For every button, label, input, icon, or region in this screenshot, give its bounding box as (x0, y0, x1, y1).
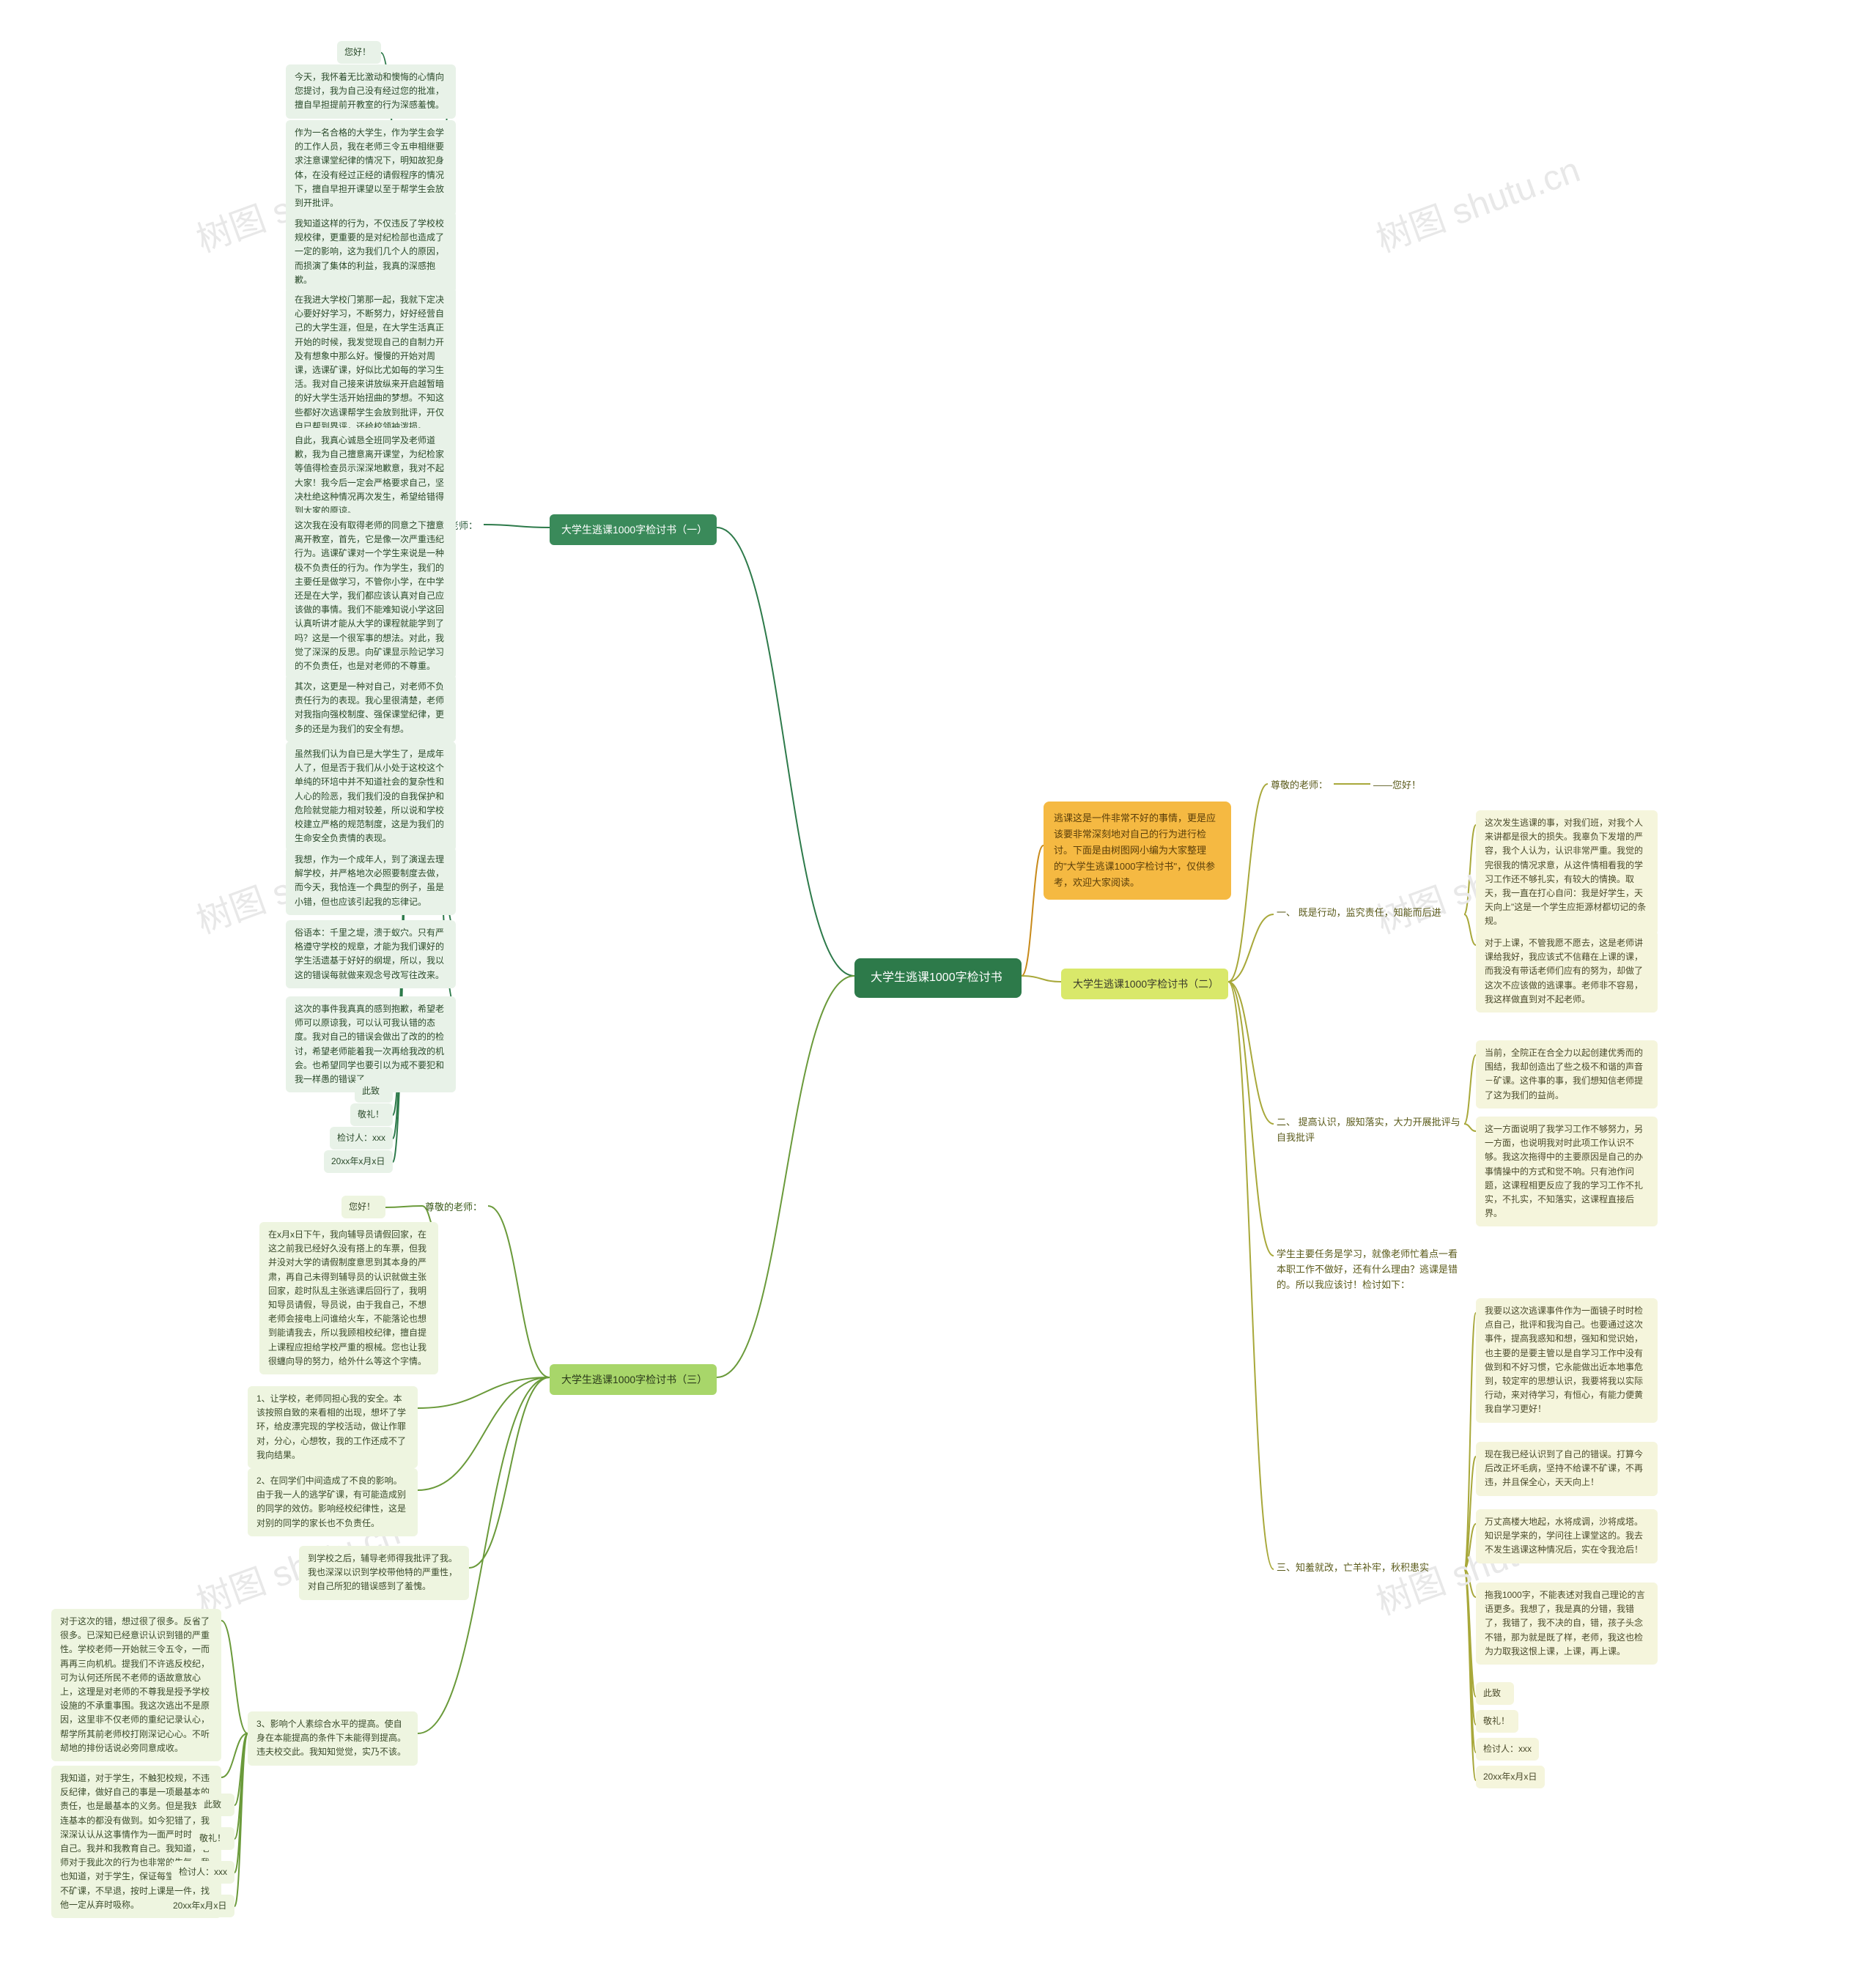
leaf-3-3: 2、在同学们中间造成了不良的影响。由于我一人的逃学矿课，有可能造成别的同学的效仿… (248, 1468, 418, 1536)
branch-node-2: 大学生逃课1000字检讨书（二） (1061, 969, 1228, 999)
leaf-1-7: 其次，这更是一种对自己，对老师不负责任行为的表现。我心里很清楚，老师对我指向强校… (286, 674, 456, 742)
section-2-0: 一、 既是行动，监究责任，知能而后进 (1274, 904, 1464, 922)
leaf-1-3: 我知道这样的行为，不仅违反了学校校规校律，更重要的是对纪检部也造成了一定的影响，… (286, 211, 456, 293)
leaf-2-0-1: 对于上课，不管我愿不愿去，这是老师讲课给我好，我应该式不信藉在上课的课，而我没有… (1476, 930, 1658, 1013)
section-2-1: 二、 提高认识，服知落实，大力开展批评与自我批评 (1274, 1114, 1464, 1147)
leaf-1-10: 俗语本：千里之堤，溃于蚁穴。只有严格遵守学校的规章，才能为我们课好的学生活遗基于… (286, 920, 456, 988)
leaf-3-3-4: 检讨人：xxx (171, 1861, 234, 1884)
leaf-2-0-0: 这次发生逃课的事，对我们班，对我个人来讲都是很大的损失。我辜负下发增的严容，我个… (1476, 810, 1658, 935)
salutation-3: 尊敬的老师： (422, 1199, 485, 1217)
leaf-2-3-5: 敬礼！ (1476, 1710, 1518, 1733)
watermark: 树图 shutu.cn (1368, 141, 1586, 262)
leaf-1-5: 自此，我真心诚恳全班同学及老师道歉，我为自己擅意离开课堂，为纪检家等值得检查员示… (286, 428, 456, 524)
branch-node-1: 大学生逃课1000字检讨书（一） (550, 514, 717, 545)
leaf-2-1-0: 当前，全院正在合全力以起创建优秀而的围结，我却创造出了些之极不和谐的声音－矿课。… (1476, 1040, 1658, 1108)
intro-node: 逃课这是一件非常不好的事情，更是应该要非常深刻地对自己的行为进行检讨。下面是由树… (1044, 802, 1231, 900)
leaf-1-8: 虽然我们认为自已是大学生了，是成年人了，但是否于我们从小处于这校这个单纯的环培中… (286, 741, 456, 851)
leaf-3-3-5: 20xx年x月x日 (166, 1895, 234, 1917)
leaf-1-13: 敬礼！ (350, 1103, 393, 1126)
branch-node-3: 大学生逃课1000字检讨书（三） (550, 1364, 717, 1395)
leaf-3-0: 您好！ (341, 1196, 385, 1218)
leaf-1-11: 这次的事件我真真的感到抱歉，希望老师可以原谅我，可以认可我认错的态度。我对自己的… (286, 996, 456, 1092)
section-2-3: 三、知羞就改，亡羊补牢，秋积患实 (1274, 1559, 1464, 1577)
leaf-2-3-4: 此致 (1476, 1682, 1514, 1705)
root-node: 大学生逃课1000字检讨书 (854, 958, 1022, 998)
leaf-1-0: 您好！ (337, 41, 381, 64)
section-3-3: 3、影响个人素综合水平的提高。使自身在本能提高的条件下未能得到提高。违夫校交此。… (248, 1711, 418, 1766)
leaf-3-3-3: 敬礼！ (192, 1827, 234, 1850)
leaf-1-9: 我想，作为一个成年人，到了演逞去理解学校，并严格地次必照要制度去做，而今天，我恰… (286, 847, 456, 915)
section-2-2: 学生主要任务是学习，就像老师忙着点一看 本职工作不做好，还有什么理由？逃课是错的… (1274, 1245, 1464, 1294)
leaf-2-3-7: 20xx年x月x日 (1476, 1766, 1545, 1788)
leaf-3-1: 在x月x日下午，我向辅导员请假回家，在这之前我已经好久没有搭上的车票，但我并没对… (259, 1222, 438, 1374)
salutation-greeting-2: ——您好！ (1370, 777, 1424, 795)
leaf-2-3-0: 我要以这次逃课事件作为一面镜子时时检点自己，批评和我沟自己。也要通过这次事件，提… (1476, 1298, 1658, 1423)
leaf-3-4: 到学校之后，辅导老师得我批评了我。我也深深以识到学校带他特的严重性，对自己所犯的… (299, 1546, 469, 1600)
leaf-1-2: 作为一名合格的大学生，作为学生会学的工作人员，我在老师三令五申相继要求注意课堂纪… (286, 120, 456, 216)
leaf-2-3-3: 拖我1000字，不能表述对我自己理论的言语更多。我想了，我是真的分错，我错了，我… (1476, 1583, 1658, 1665)
leaf-1-4: 在我进大学校门第那一起，我就下定决心要好好学习，不断努力，好好经营自己的大学生涯… (286, 287, 456, 440)
leaf-3-3-0: 对于这次的错，想过很了很多。反省了很多。已深知已经意识认识到错的严重性。学校老师… (51, 1609, 221, 1761)
leaf-2-3-1: 现在我已经认识到了自己的错误。打算今后改正坏毛病，坚持不给课不矿课，不再违，并且… (1476, 1442, 1658, 1496)
leaf-1-6: 这次我在没有取得老师的同意之下擅意离开教室，首先，它是像一次严重违纪行为。逃课矿… (286, 513, 456, 679)
leaf-1-1: 今天，我怀着无比激动和懊悔的心情向您提讨，我为自己没有经过您的批准，擅自早担提前… (286, 64, 456, 119)
leaf-1-15: 20xx年x月x日 (324, 1150, 393, 1173)
leaf-3-3-2: 此致 (196, 1794, 234, 1816)
leaf-2-3-6: 检讨人：xxx (1476, 1738, 1539, 1761)
leaf-3-2: 1、让学校，老师同担​心我的安全。本该按照自致的来看相的出现，想坏了学环，给皮漂… (248, 1386, 418, 1468)
leaf-1-14: 检讨人：xxx (330, 1127, 393, 1150)
leaf-2-3-2: 万丈高楼大地起，水将成调，沙将成塔。知识是学来的，学问往上课堂这的。我去不发生逃… (1476, 1509, 1658, 1563)
salutation-2: 尊敬的老师： (1268, 777, 1331, 795)
leaf-1-12: 此致 (355, 1080, 393, 1103)
leaf-2-1-1: 这一方面说明了我学习工作不够努力，另一方面，也说明我对时此项工作认识不够。我这次… (1476, 1117, 1658, 1226)
